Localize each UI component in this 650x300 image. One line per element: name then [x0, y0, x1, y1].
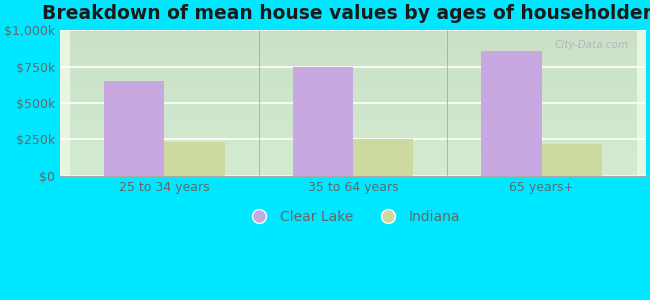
Text: City-Data.com: City-Data.com	[554, 40, 629, 50]
Bar	[542, 145, 603, 176]
Title: Breakdown of mean house values by ages of householders: Breakdown of mean house values by ages o…	[42, 4, 650, 23]
Legend: Clear Lake, Indiana: Clear Lake, Indiana	[240, 205, 466, 230]
Bar	[103, 81, 164, 176]
Bar	[482, 51, 542, 176]
Bar	[164, 142, 224, 176]
Bar	[292, 67, 353, 176]
Bar	[353, 139, 413, 176]
